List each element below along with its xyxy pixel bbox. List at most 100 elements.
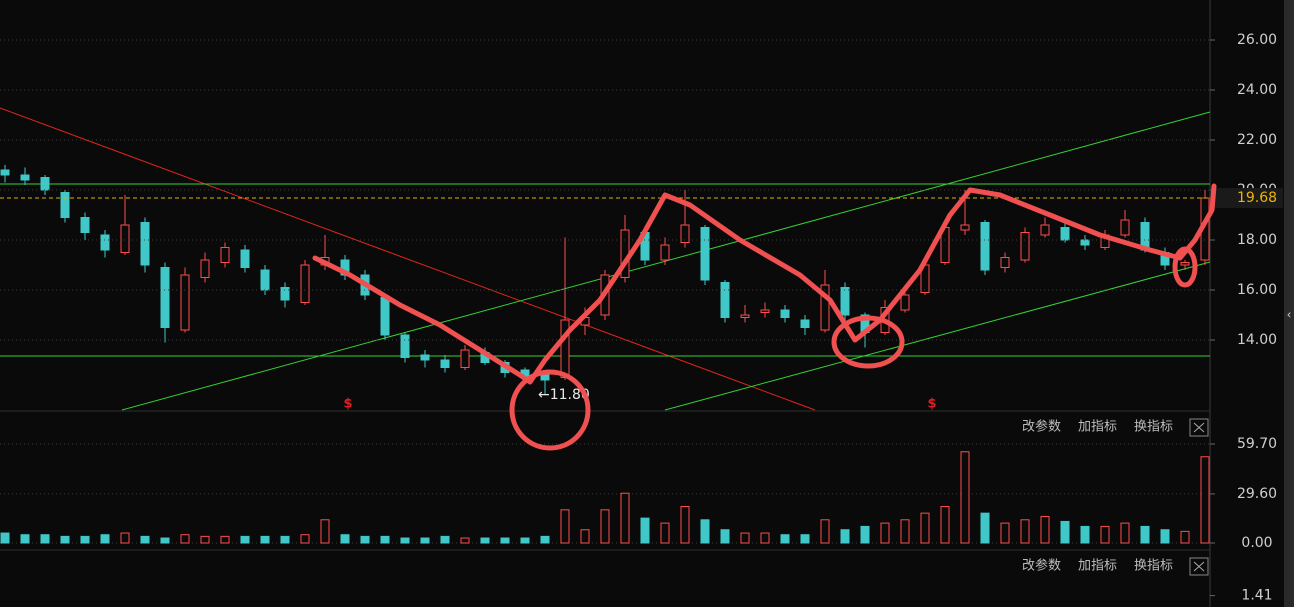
y-tick-label: 1.41 [1241,588,1272,604]
candle-body [380,297,390,336]
candle-body [720,282,730,318]
volume-bar [1020,519,1030,544]
scroll-arrow[interactable]: ‹ [1287,308,1292,322]
volume-bar [760,532,770,544]
scrollbar[interactable] [1284,0,1294,607]
volume-bar [560,509,570,544]
hand-circle [831,315,905,369]
volume-bar [240,535,250,544]
candle-body [100,234,110,251]
volume-bar [840,529,850,544]
volume-bar [720,529,730,544]
candle-body [1180,262,1190,266]
volume-bar [400,537,410,544]
candle-body [820,284,830,331]
volume-bar [1140,525,1150,544]
volume-bar [780,534,790,544]
volume-bar [880,522,890,544]
low-label: ←11.80 [538,387,590,403]
toolbar-button[interactable]: 换指标 [1134,559,1173,574]
volume-bar [580,529,590,544]
candle-body [980,222,990,271]
toolbar-button[interactable]: 改参数 [1022,419,1061,435]
candle-body [260,269,270,291]
trend-line [121,111,1211,411]
volume-bar [1100,525,1110,544]
candle-body [0,169,10,176]
close-button[interactable] [1189,418,1209,437]
volume-bar [1180,530,1190,544]
candle-body [900,294,910,311]
volume-bar [900,519,910,544]
candle-body [760,309,770,313]
candle-body [740,314,750,318]
y-tick-label: 0.00 [1241,535,1272,551]
candle-body [1080,239,1090,246]
volume-bar [1000,522,1010,544]
last-price-box [1211,188,1283,208]
volume-bar [340,534,350,544]
candle-body [780,309,790,318]
close-icon [1193,561,1205,572]
volume-bar [100,534,110,544]
candle-body [300,264,310,303]
y-tick-label: 29.60 [1237,486,1277,502]
volume-bar [920,512,930,544]
volume-bar [540,535,550,544]
candle-body [220,247,230,263]
candle-body [1060,227,1070,241]
volume-bar [360,535,370,544]
volume-bar [1040,515,1050,544]
volume-bar [980,512,990,544]
candle-body [200,259,210,278]
y-tick-label: 24.00 [1237,82,1277,98]
y-tick-label: 22.00 [1237,132,1277,148]
volume-bar [640,517,650,544]
candle-body [700,227,710,281]
volume-bar [820,519,830,544]
candle-body [960,224,970,231]
close-button[interactable] [1189,557,1209,576]
volume-bar [380,535,390,544]
volume-bar [600,509,610,544]
volume-bar [480,537,490,544]
trend-line [664,261,1211,411]
drawings [0,107,1211,411]
candle-body [1020,232,1030,261]
volume-bar [520,537,530,544]
volume-bar [660,522,670,544]
volume-bar [1160,529,1170,544]
candle-body [60,192,70,218]
candle-body [460,349,470,368]
toolbar-button[interactable]: 加指标 [1078,559,1117,574]
toolbar-button[interactable]: 换指标 [1134,420,1173,435]
candle-body [80,217,90,233]
hand-stroke [312,183,1217,385]
volume-bar [300,534,310,544]
candle-body [280,287,290,301]
hand-annotations [312,183,1217,451]
last-price-label: 19.68 [1237,190,1277,206]
candle-body [20,174,30,181]
volume-bar [860,525,870,544]
candle-body [160,267,170,328]
volume-bar [160,537,170,544]
candle-body [140,222,150,266]
candle-body [40,177,50,191]
candle-body [560,319,570,378]
volume-bar [1080,525,1090,544]
volume-bar [220,535,230,544]
candle-body [120,224,130,253]
candle-body [420,354,430,361]
volume-bar [960,451,970,544]
y-tick-label: 26.00 [1237,32,1277,48]
volume-bar [620,492,630,544]
volume-bar [800,534,810,544]
toolbar-button[interactable]: 加指标 [1078,420,1117,435]
volume-bar [940,506,950,544]
toolbar-button[interactable]: 改参数 [1022,558,1061,574]
candle-body [1040,224,1050,236]
signal-marker: $ [343,397,352,412]
